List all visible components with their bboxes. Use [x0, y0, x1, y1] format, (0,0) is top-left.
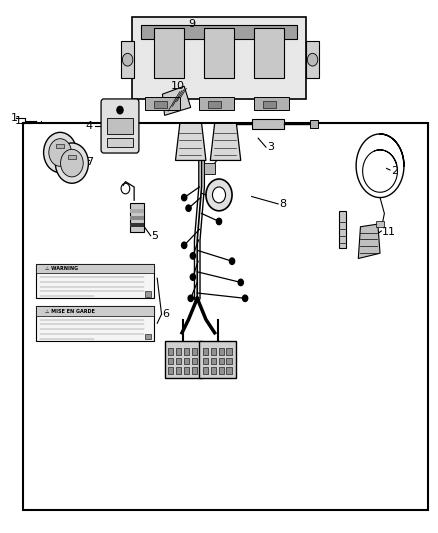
Polygon shape	[176, 123, 206, 160]
Bar	[199, 97, 234, 110]
Circle shape	[117, 107, 123, 114]
Text: 4: 4	[86, 121, 93, 131]
Bar	[184, 358, 189, 364]
Bar	[219, 367, 224, 374]
Bar	[311, 120, 318, 128]
Text: 5: 5	[152, 231, 159, 241]
Circle shape	[212, 187, 226, 203]
Circle shape	[190, 253, 195, 259]
Bar	[130, 203, 144, 232]
Polygon shape	[210, 123, 241, 160]
Bar	[145, 334, 151, 339]
Circle shape	[122, 53, 133, 66]
Bar	[36, 264, 154, 273]
Bar	[36, 306, 154, 341]
Bar	[168, 367, 173, 374]
Polygon shape	[162, 86, 191, 115]
Bar	[203, 367, 208, 374]
FancyBboxPatch shape	[101, 99, 139, 153]
Bar	[204, 163, 215, 174]
Bar	[191, 348, 197, 354]
Text: 1: 1	[14, 116, 21, 126]
Bar	[184, 348, 189, 354]
Bar	[211, 348, 216, 354]
Circle shape	[206, 179, 232, 211]
Bar	[145, 97, 180, 110]
Bar	[204, 28, 234, 78]
Bar	[154, 101, 167, 109]
Bar	[176, 367, 181, 374]
Bar	[121, 41, 134, 78]
Text: 2: 2	[391, 166, 398, 176]
Bar	[211, 367, 216, 374]
Text: 10: 10	[171, 81, 185, 91]
Bar	[154, 28, 184, 78]
Bar	[130, 223, 144, 227]
Text: 8: 8	[279, 199, 286, 209]
Circle shape	[182, 242, 187, 248]
Bar	[132, 17, 306, 100]
Circle shape	[230, 258, 235, 264]
Circle shape	[186, 205, 191, 212]
Bar	[165, 341, 201, 378]
Text: ⚠ MISE EN GARDE: ⚠ MISE EN GARDE	[45, 309, 95, 313]
Bar	[145, 292, 151, 297]
Bar	[56, 144, 64, 148]
Bar	[176, 348, 181, 354]
Bar	[203, 358, 208, 364]
Bar	[141, 25, 297, 38]
Bar	[219, 348, 224, 354]
Bar	[203, 348, 208, 354]
Bar	[23, 123, 428, 511]
Circle shape	[190, 274, 195, 280]
Bar	[219, 358, 224, 364]
Bar	[254, 28, 284, 78]
Bar	[226, 348, 232, 354]
Text: 1: 1	[11, 113, 18, 123]
Circle shape	[188, 295, 193, 302]
Bar	[184, 367, 189, 374]
Bar	[226, 358, 232, 364]
Circle shape	[216, 218, 222, 224]
Bar	[168, 358, 173, 364]
Bar	[130, 216, 144, 220]
Text: 11: 11	[382, 227, 396, 237]
Bar	[36, 264, 154, 298]
Polygon shape	[358, 224, 380, 259]
Bar	[262, 101, 276, 109]
Bar	[107, 118, 133, 134]
Bar	[306, 41, 319, 78]
Bar	[191, 367, 197, 374]
Circle shape	[182, 195, 187, 201]
Circle shape	[238, 279, 244, 286]
Bar	[254, 97, 289, 110]
Bar	[130, 209, 144, 213]
Circle shape	[44, 132, 77, 173]
Bar	[67, 155, 76, 159]
Text: 7: 7	[86, 157, 93, 166]
Bar	[211, 358, 216, 364]
Text: ⚠ WARNING: ⚠ WARNING	[45, 266, 78, 271]
Bar	[168, 348, 173, 354]
Text: 6: 6	[162, 309, 170, 319]
Circle shape	[243, 295, 248, 302]
Bar	[376, 221, 384, 227]
Bar	[226, 367, 232, 374]
Bar	[199, 341, 237, 378]
Circle shape	[49, 139, 71, 166]
Bar	[107, 138, 133, 147]
Text: 3: 3	[267, 142, 274, 152]
Text: 9: 9	[188, 19, 196, 29]
Bar	[252, 119, 284, 128]
Bar	[208, 101, 221, 109]
Bar	[191, 358, 197, 364]
Circle shape	[307, 53, 318, 66]
Bar	[36, 306, 154, 316]
Circle shape	[60, 149, 83, 177]
Circle shape	[55, 143, 88, 183]
Bar	[176, 358, 181, 364]
Bar	[339, 211, 346, 248]
